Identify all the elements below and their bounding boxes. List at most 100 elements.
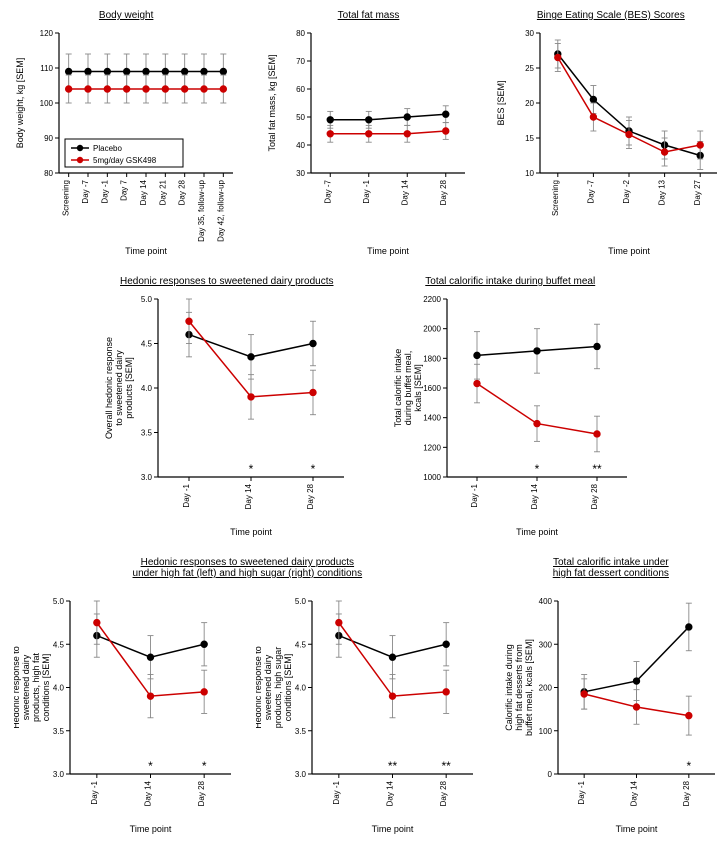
row-1: Body weight8090100110120ScreeningDay -7D… — [10, 10, 717, 258]
svg-text:BES [SEM]: BES [SEM] — [496, 80, 506, 125]
panel-fatmass: Total fat mass304050607080Day -7Day -1Da… — [252, 10, 484, 258]
svg-text:60: 60 — [297, 85, 306, 94]
svg-text:100: 100 — [539, 727, 553, 736]
svg-text:Day -7: Day -7 — [81, 179, 90, 203]
svg-text:Day 28: Day 28 — [178, 179, 187, 205]
svg-text:Day 21: Day 21 — [158, 179, 167, 205]
svg-text:Time point: Time point — [616, 824, 658, 834]
chart-title: Binge Eating Scale (BES) Scores — [495, 10, 717, 21]
panel-highsugar: 3.03.54.04.55.0Day -1Day 14Day 28Hedonic… — [252, 591, 484, 836]
svg-text:2200: 2200 — [423, 295, 441, 304]
svg-text:25: 25 — [525, 64, 534, 73]
svg-text:Hedonic response tosweetened d: Hedonic response tosweetened dairyproduc… — [14, 646, 51, 729]
svg-text:80: 80 — [297, 29, 306, 38]
svg-text:300: 300 — [539, 640, 553, 649]
svg-text:Day 14: Day 14 — [530, 483, 539, 509]
svg-text:**: ** — [388, 759, 398, 773]
svg-text:*: * — [248, 462, 253, 476]
row-2: Hedonic responses to sweetened dairy pro… — [10, 276, 717, 539]
svg-text:Day -7: Day -7 — [324, 179, 333, 203]
svg-text:**: ** — [441, 759, 451, 773]
svg-text:Time point: Time point — [125, 246, 167, 256]
svg-text:Overall hedonic responseto swe: Overall hedonic responseto sweetened dai… — [104, 337, 134, 439]
svg-text:Placebo: Placebo — [93, 144, 122, 153]
svg-text:3.0: 3.0 — [53, 770, 65, 779]
svg-text:Day -1: Day -1 — [577, 780, 586, 804]
svg-text:1600: 1600 — [423, 384, 441, 393]
svg-text:Day -1: Day -1 — [182, 483, 191, 507]
svg-text:Total fat mass, kg [SEM]: Total fat mass, kg [SEM] — [267, 54, 277, 151]
svg-text:5.0: 5.0 — [141, 295, 153, 304]
svg-text:20: 20 — [525, 99, 534, 108]
svg-text:1000: 1000 — [423, 473, 441, 482]
svg-text:100: 100 — [40, 99, 54, 108]
svg-text:Day -2: Day -2 — [622, 179, 631, 203]
svg-text:Day -1: Day -1 — [100, 179, 109, 203]
panel-highfat: 3.03.54.04.55.0Day -1Day 14Day 28Hedonic… — [10, 591, 242, 836]
svg-text:Hedonic response tosweetened d: Hedonic response tosweetened dairyproduc… — [256, 646, 293, 729]
svg-text:Day -7: Day -7 — [586, 179, 595, 203]
svg-text:2000: 2000 — [423, 325, 441, 334]
panel-bodyweight: Body weight8090100110120ScreeningDay -7D… — [10, 10, 242, 258]
chart-title: Hedonic responses to sweetened dairy pro… — [90, 276, 364, 287]
svg-text:400: 400 — [539, 597, 553, 606]
svg-text:Day 28: Day 28 — [197, 780, 206, 806]
svg-text:3.0: 3.0 — [295, 770, 307, 779]
svg-text:Calorific intake duringhigh fa: Calorific intake duringhigh fat desserts… — [504, 639, 534, 736]
svg-text:5mg/day GSK498: 5mg/day GSK498 — [93, 156, 157, 165]
svg-text:5.0: 5.0 — [53, 597, 65, 606]
svg-text:Time point: Time point — [129, 824, 171, 834]
svg-text:1800: 1800 — [423, 354, 441, 363]
svg-text:1400: 1400 — [423, 414, 441, 423]
svg-text:Day 7: Day 7 — [120, 179, 129, 200]
panel-bes: Binge Eating Scale (BES) Scores101520253… — [495, 10, 717, 258]
svg-text:Day 42, follow-up: Day 42, follow-up — [216, 179, 225, 241]
svg-text:3.5: 3.5 — [53, 727, 65, 736]
svg-text:Time point: Time point — [368, 246, 410, 256]
svg-text:Day 35, follow-up: Day 35, follow-up — [197, 179, 206, 241]
svg-text:120: 120 — [40, 29, 54, 38]
chart-title-combined: Hedonic responses to sweetened dairy pro… — [10, 557, 485, 579]
svg-text:4.5: 4.5 — [53, 640, 65, 649]
svg-text:**: ** — [593, 462, 603, 476]
svg-text:Day -1: Day -1 — [470, 483, 479, 507]
svg-text:Day 28: Day 28 — [590, 483, 599, 509]
svg-text:Time point: Time point — [608, 246, 650, 256]
svg-text:5.0: 5.0 — [295, 597, 307, 606]
svg-text:Day 28: Day 28 — [306, 483, 315, 509]
svg-text:4.0: 4.0 — [295, 684, 307, 693]
chart-title: Body weight — [10, 10, 242, 21]
svg-text:3.5: 3.5 — [295, 727, 307, 736]
svg-text:Day 14: Day 14 — [401, 179, 410, 205]
svg-text:3.0: 3.0 — [141, 473, 153, 482]
svg-text:*: * — [310, 462, 315, 476]
chart-title-dessert: Total calorific intake underhigh fat des… — [495, 557, 717, 579]
svg-text:200: 200 — [539, 684, 553, 693]
svg-text:0: 0 — [548, 770, 553, 779]
svg-text:4.5: 4.5 — [141, 340, 153, 349]
chart-title: Total fat mass — [252, 10, 484, 21]
svg-text:Screening: Screening — [551, 180, 560, 216]
svg-text:4.0: 4.0 — [141, 384, 153, 393]
svg-text:Day 27: Day 27 — [693, 179, 702, 205]
svg-text:15: 15 — [525, 134, 534, 143]
svg-text:110: 110 — [40, 64, 53, 73]
svg-text:Body weight, kg [SEM]: Body weight, kg [SEM] — [15, 58, 25, 149]
svg-text:Day -1: Day -1 — [362, 179, 371, 203]
svg-text:80: 80 — [44, 169, 53, 178]
svg-text:Day 14: Day 14 — [244, 483, 253, 509]
svg-text:10: 10 — [525, 169, 534, 178]
svg-text:Time point: Time point — [516, 527, 558, 537]
svg-text:Total calorific intakeduring b: Total calorific intakeduring buffet meal… — [393, 349, 423, 428]
svg-text:Day 14: Day 14 — [630, 780, 639, 806]
svg-text:Day -1: Day -1 — [89, 780, 98, 804]
svg-text:30: 30 — [297, 169, 306, 178]
svg-text:Screening: Screening — [62, 180, 71, 216]
svg-text:*: * — [148, 759, 153, 773]
svg-text:3.5: 3.5 — [141, 429, 153, 438]
panel-hedonic: Hedonic responses to sweetened dairy pro… — [90, 276, 364, 539]
svg-text:Time point: Time point — [230, 527, 272, 537]
svg-text:*: * — [535, 462, 540, 476]
chart-title: Total calorific intake during buffet mea… — [374, 276, 648, 287]
row-3: Hedonic responses to sweetened dairy pro… — [10, 557, 717, 836]
